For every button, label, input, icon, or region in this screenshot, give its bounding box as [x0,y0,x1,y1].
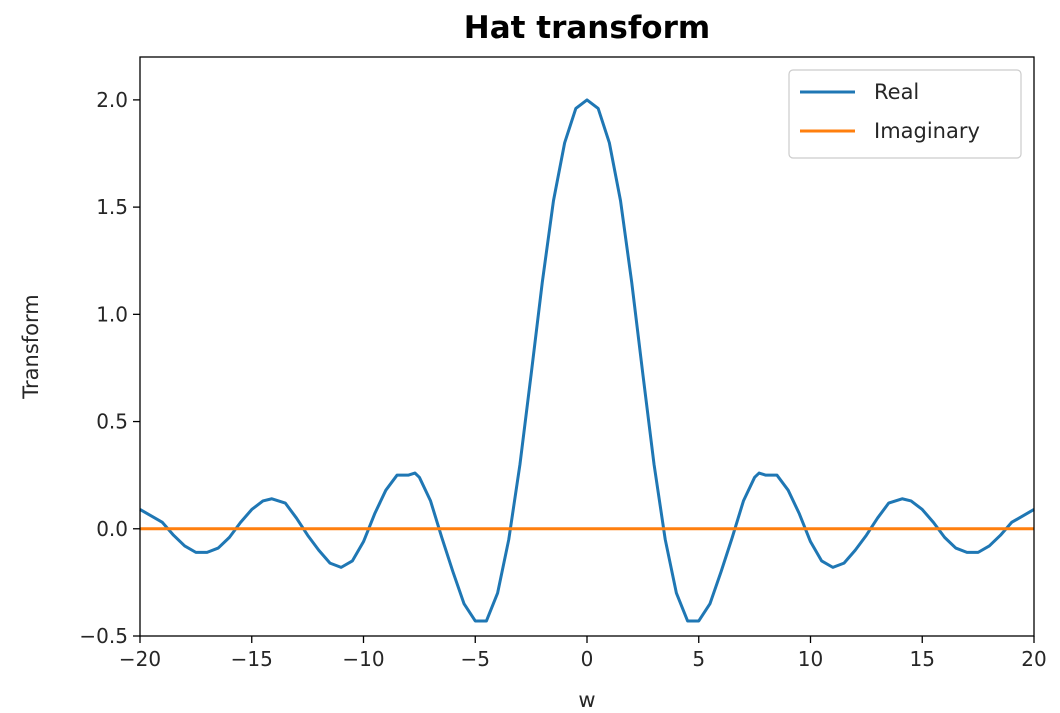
y-tick-label: −0.5 [79,624,128,648]
x-axis-ticks: −20 −15 −10 −5 0 5 10 15 20 [119,636,1047,671]
x-tick-label: −20 [119,647,161,671]
y-tick-label: 0.0 [96,517,128,541]
y-axis-label: Transform [19,294,43,399]
series-line-real [139,98,1035,623]
x-axis-label: w [578,688,595,712]
legend-label-imaginary: Imaginary [874,119,980,143]
legend-label-real: Real [874,80,919,104]
x-tick-label: 0 [581,647,594,671]
x-tick-label: −5 [461,647,490,671]
y-axis-ticks: −0.5 0.0 0.5 1.0 1.5 2.0 [79,88,140,648]
x-tick-label: −10 [342,647,384,671]
series-layer [139,98,1035,623]
x-tick-label: 20 [1021,647,1046,671]
y-tick-label: 1.5 [96,195,128,219]
x-tick-label: −15 [231,647,273,671]
y-tick-label: 2.0 [96,88,128,112]
x-tick-label: 10 [798,647,823,671]
x-tick-label: 15 [910,647,935,671]
legend: Real Imaginary [788,69,1022,159]
chart-title: Hat transform [464,10,710,46]
y-tick-label: 1.0 [96,302,128,326]
x-tick-label: 5 [692,647,705,671]
y-tick-label: 0.5 [96,410,128,434]
